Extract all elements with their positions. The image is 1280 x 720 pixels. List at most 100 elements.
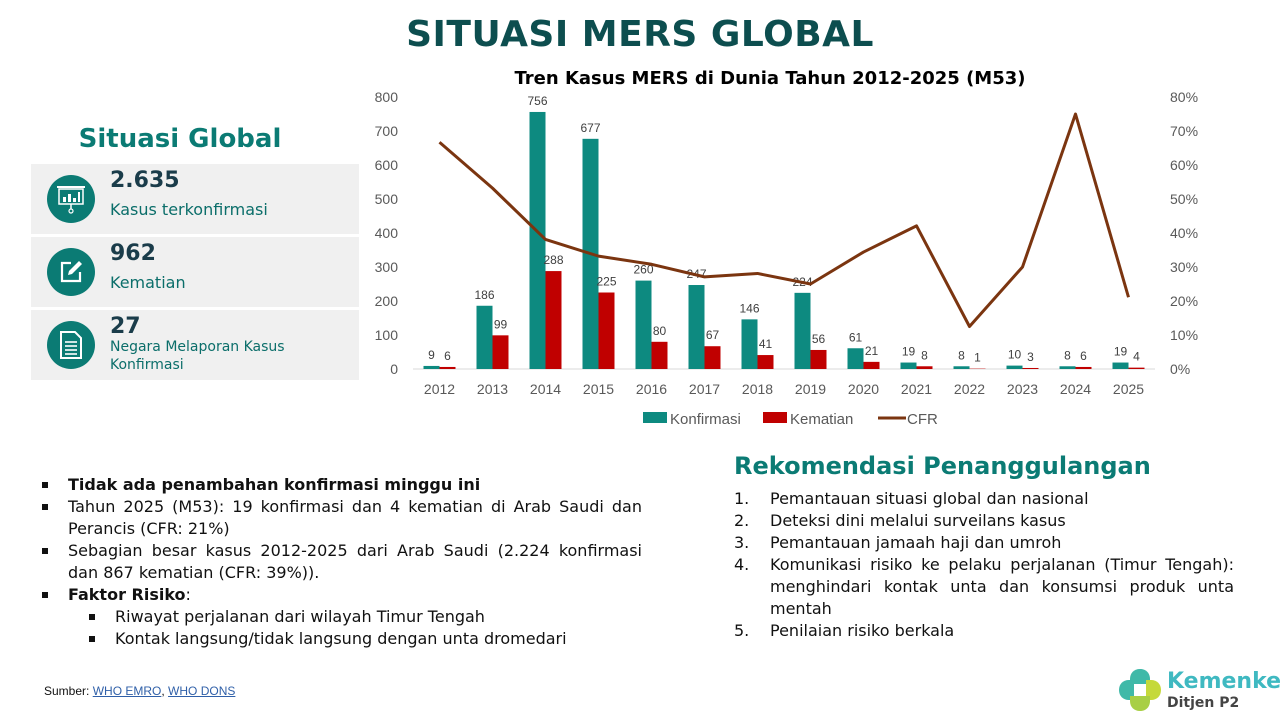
y-left-tick-label: 0 (390, 361, 398, 377)
legend-label-kematian: Kematian (790, 411, 853, 428)
data-label-kematian: 1 (974, 351, 981, 365)
data-label-konfirmasi: 19 (1114, 345, 1128, 359)
y-left-tick-label: 500 (375, 191, 399, 207)
data-label-konfirmasi: 61 (849, 330, 863, 344)
bar-kematian (810, 349, 827, 369)
stat-card-confirmed: 2.635 Kasus terkonfirmasi (31, 164, 359, 234)
bar-konfirmasi (529, 111, 546, 370)
bar-konfirmasi (423, 365, 440, 369)
y-right-tick-label: 40% (1170, 225, 1198, 241)
x-tick-label: 2017 (689, 381, 720, 397)
x-tick-label: 2012 (424, 381, 455, 397)
bar-konfirmasi (900, 362, 917, 369)
y-left-tick-label: 100 (375, 327, 399, 343)
stat-card-countries: 27 Negara Melaporan Kasus Konfirmasi (31, 310, 359, 380)
x-tick-label: 2025 (1113, 381, 1144, 397)
bar-konfirmasi (476, 305, 493, 369)
x-tick-label: 2014 (530, 381, 561, 397)
bar-kematian (598, 292, 615, 369)
bar-konfirmasi (635, 280, 652, 369)
data-label-kematian: 6 (444, 349, 451, 363)
bar-kematian (1075, 366, 1092, 369)
bar-kematian (545, 271, 562, 369)
data-label-konfirmasi: 8 (1064, 348, 1071, 362)
bar-kematian (916, 366, 933, 369)
y-right-tick-label: 60% (1170, 157, 1198, 173)
data-label-kematian: 99 (494, 317, 508, 331)
x-tick-label: 2024 (1060, 381, 1091, 397)
data-label-konfirmasi: 186 (474, 288, 494, 302)
kemenkes-logo-icon (1119, 669, 1161, 711)
bar-konfirmasi (741, 319, 758, 369)
y-right-tick-label: 80% (1170, 89, 1198, 105)
y-left-tick-label: 600 (375, 157, 399, 173)
y-left-tick-label: 700 (375, 123, 399, 139)
bar-kematian (863, 361, 880, 369)
bar-kematian (651, 341, 668, 369)
rekomendasi-item: 5. Penilaian risiko berkala (734, 621, 955, 640)
risk-factor-item: Riwayat perjalanan dari wilayah Timur Te… (89, 606, 642, 628)
rekomendasi-item: 4. Komunikasi risiko ke pelaku perjalanan… (734, 555, 1234, 618)
data-label-konfirmasi: 756 (527, 94, 547, 108)
bar-konfirmasi (1006, 365, 1023, 369)
countries-label: Negara Melaporan Kasus Konfirmasi (110, 339, 285, 373)
y-left-tick-label: 300 (375, 259, 399, 275)
note-item: Sebagian besar kasus 2012-2025 dari Arab… (42, 541, 642, 582)
situasi-global-title: Situasi Global (78, 124, 282, 154)
chart-title: Tren Kasus MERS di Dunia Tahun 2012-2025… (514, 68, 1026, 89)
rekomendasi-item: 1. Pemantauan situasi global dan nasional (734, 489, 1089, 508)
source-link-who-dons[interactable]: WHO DONS (168, 684, 236, 698)
bar-kematian (439, 366, 456, 369)
legend-swatch-kematian (763, 412, 787, 423)
data-label-kematian: 4 (1133, 350, 1140, 364)
bar-konfirmasi (794, 292, 811, 369)
y-right-tick-label: 70% (1170, 123, 1198, 139)
x-tick-label: 2020 (848, 381, 879, 397)
data-label-konfirmasi: 8 (958, 348, 965, 362)
data-label-kematian: 41 (759, 337, 773, 351)
data-label-konfirmasi: 146 (739, 301, 759, 315)
data-label-kematian: 6 (1080, 349, 1087, 363)
y-right-tick-label: 0% (1170, 361, 1190, 377)
bar-kematian (492, 335, 509, 369)
bar-kematian (704, 346, 721, 369)
bar-konfirmasi (1059, 366, 1076, 369)
legend-label-cfr: CFR (907, 411, 938, 428)
y-right-tick-label: 10% (1170, 327, 1198, 343)
source-note: Sumber: WHO EMRO, WHO DONS (44, 684, 236, 698)
note-item: Tidak ada penambahan konfirmasi minggu i… (42, 474, 642, 496)
deaths-label: Kematian (110, 273, 186, 292)
bar-konfirmasi (688, 285, 705, 369)
document-icon (47, 321, 95, 369)
x-tick-label: 2019 (795, 381, 826, 397)
logo-name: Kemenkes (1167, 669, 1280, 694)
rekomendasi-item: 2. Deteksi dini melalui surveilans kasus (734, 511, 1066, 530)
data-label-kematian: 21 (865, 344, 879, 358)
bar-konfirmasi (953, 366, 970, 369)
note-item: Tahun 2025 (M53): 19 konfirmasi dan 4 ke… (42, 497, 642, 538)
x-tick-label: 2022 (954, 381, 985, 397)
mers-chart: 0 100 200 300 400 500 600 700 800 0% 10% 20% 30% 40% 5… (375, 89, 1198, 428)
data-label-konfirmasi: 9 (428, 348, 435, 362)
bar-kematian (1128, 367, 1145, 369)
confirmed-value: 2.635 (110, 168, 180, 193)
page-title: SITUASI MERS GLOBAL (406, 14, 874, 55)
notes-list: Tidak ada penambahan konfirmasi minggu i… (40, 474, 642, 650)
edit-note-icon (47, 248, 95, 296)
data-label-kematian: 225 (596, 275, 616, 289)
data-label-kematian: 80 (653, 324, 667, 338)
data-label-kematian: 67 (706, 328, 720, 342)
bar-konfirmasi (1112, 362, 1129, 369)
y-right-tick-label: 50% (1170, 191, 1198, 207)
line-cfr (438, 112, 1130, 328)
x-tick-label: 2015 (583, 381, 614, 397)
y-left-tick-label: 400 (375, 225, 399, 241)
legend-label-konfirmasi: Konfirmasi (670, 411, 741, 428)
x-tick-label: 2013 (477, 381, 508, 397)
data-label-konfirmasi: 677 (580, 121, 600, 135)
data-label-kematian: 288 (543, 253, 563, 267)
source-link-who-emro[interactable]: WHO EMRO (92, 684, 162, 698)
x-tick-label: 2023 (1007, 381, 1038, 397)
data-label-konfirmasi: 19 (902, 345, 916, 359)
note-item: Faktor Risiko: Riwayat perjalanan dari w… (42, 584, 642, 650)
